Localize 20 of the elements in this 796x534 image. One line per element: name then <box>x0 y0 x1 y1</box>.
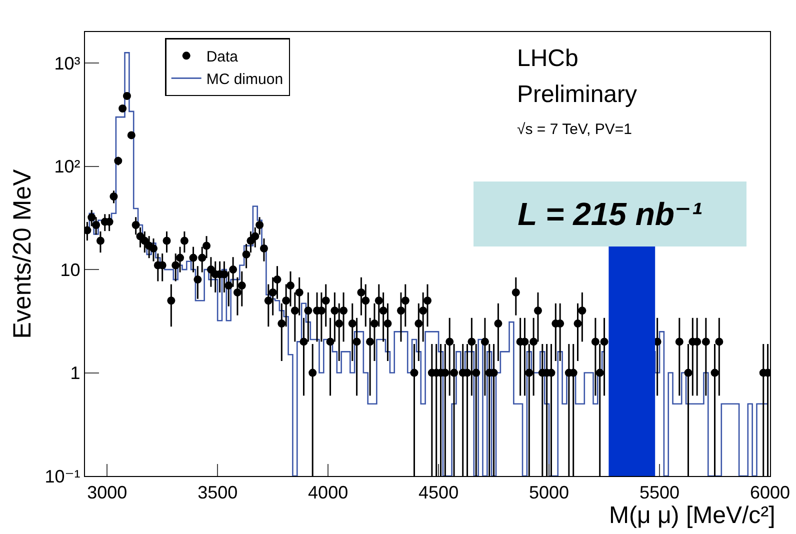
x-tick-label: 4000 <box>308 482 348 503</box>
annotation: LHCb <box>517 45 578 72</box>
y-tick-label: 1 <box>70 363 80 384</box>
x-tick-label: 3500 <box>198 482 238 503</box>
y-tick-label: 10 <box>60 260 80 280</box>
annotation: L = 215 nb⁻¹ <box>518 196 702 232</box>
annotation: √s = 7 TeV, PV=1 <box>517 121 632 138</box>
annotation: Preliminary <box>517 81 638 108</box>
y-tick-label: 10² <box>54 156 80 177</box>
x-axis-title: M(μ μ) [MeV/c²] <box>609 502 776 529</box>
legend-label: MC dimuon <box>206 71 284 88</box>
y-tick-label: 10⁻¹ <box>44 466 80 486</box>
x-tick-label: 4500 <box>418 482 459 503</box>
x-tick-label: 5500 <box>639 482 680 503</box>
legend-label: Data <box>206 48 239 66</box>
x-tick-label: 3000 <box>87 482 128 503</box>
x-tick-label: 6000 <box>750 482 790 503</box>
y-tick-label: 10³ <box>54 53 80 74</box>
y-axis-title: Events/20 MeV <box>8 168 37 339</box>
x-tick-label: 5000 <box>529 482 570 503</box>
